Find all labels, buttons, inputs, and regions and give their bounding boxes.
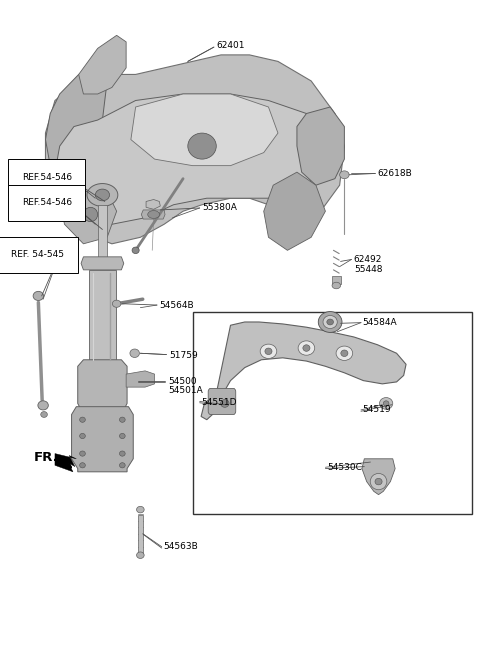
Text: REF. 54-545: REF. 54-545 — [12, 250, 64, 260]
Polygon shape — [126, 371, 155, 387]
Ellipse shape — [120, 451, 125, 456]
Polygon shape — [78, 360, 127, 410]
Ellipse shape — [80, 463, 85, 468]
Polygon shape — [55, 94, 325, 224]
Ellipse shape — [303, 345, 310, 351]
Ellipse shape — [384, 401, 389, 406]
Polygon shape — [131, 94, 278, 166]
Ellipse shape — [112, 300, 121, 307]
Polygon shape — [72, 407, 133, 472]
Ellipse shape — [33, 291, 44, 300]
Polygon shape — [146, 200, 160, 210]
Ellipse shape — [137, 507, 144, 513]
Text: 54519: 54519 — [362, 405, 391, 415]
Ellipse shape — [148, 211, 159, 218]
Text: 51759: 51759 — [169, 351, 198, 360]
Ellipse shape — [80, 434, 85, 439]
Ellipse shape — [132, 247, 139, 254]
Text: REF.54-546: REF.54-546 — [22, 198, 72, 207]
Polygon shape — [201, 322, 406, 420]
Polygon shape — [46, 68, 107, 179]
Text: 54563B: 54563B — [163, 541, 198, 551]
Bar — [192, 312, 472, 514]
Bar — [98, 205, 107, 260]
Ellipse shape — [318, 311, 342, 332]
Text: 54501A: 54501A — [168, 386, 203, 396]
Text: REF.54-546: REF.54-546 — [22, 173, 72, 182]
Polygon shape — [79, 35, 126, 94]
Bar — [137, 515, 143, 554]
Ellipse shape — [84, 208, 97, 221]
Ellipse shape — [380, 397, 393, 409]
FancyBboxPatch shape — [208, 388, 236, 415]
Text: 54530C: 54530C — [327, 463, 362, 472]
Ellipse shape — [341, 350, 348, 357]
Ellipse shape — [370, 474, 387, 489]
Ellipse shape — [260, 344, 277, 359]
Text: 54551D: 54551D — [201, 397, 237, 407]
Ellipse shape — [298, 341, 315, 355]
Ellipse shape — [220, 399, 229, 407]
Polygon shape — [362, 459, 395, 495]
Text: 54584A: 54584A — [362, 318, 397, 327]
Text: 62492: 62492 — [354, 255, 382, 264]
Text: 55448: 55448 — [354, 265, 383, 274]
Ellipse shape — [265, 348, 272, 355]
Ellipse shape — [130, 349, 139, 357]
Text: 62618B: 62618B — [378, 169, 412, 178]
Polygon shape — [55, 453, 76, 472]
Text: 54564B: 54564B — [159, 301, 194, 310]
Ellipse shape — [120, 417, 125, 422]
Ellipse shape — [137, 552, 144, 558]
Bar — [332, 277, 341, 284]
Ellipse shape — [80, 417, 85, 422]
Ellipse shape — [323, 315, 337, 328]
Ellipse shape — [332, 283, 341, 289]
Polygon shape — [264, 172, 325, 250]
Ellipse shape — [375, 478, 382, 485]
Ellipse shape — [336, 346, 353, 361]
Ellipse shape — [120, 463, 125, 468]
Polygon shape — [81, 257, 124, 270]
Ellipse shape — [188, 133, 216, 159]
Text: 55380A: 55380A — [202, 203, 237, 212]
Polygon shape — [141, 210, 165, 219]
Bar — [89, 270, 116, 361]
Ellipse shape — [41, 411, 48, 417]
Ellipse shape — [87, 183, 118, 206]
Ellipse shape — [340, 171, 349, 179]
Ellipse shape — [80, 451, 85, 456]
Text: 62401: 62401 — [216, 41, 245, 49]
Text: 54500: 54500 — [168, 376, 196, 386]
Text: FR.: FR. — [34, 451, 59, 464]
Ellipse shape — [38, 401, 48, 410]
Ellipse shape — [327, 319, 334, 325]
Polygon shape — [297, 107, 344, 185]
Polygon shape — [60, 192, 117, 244]
Polygon shape — [46, 55, 344, 244]
Ellipse shape — [96, 189, 109, 201]
Ellipse shape — [120, 434, 125, 439]
